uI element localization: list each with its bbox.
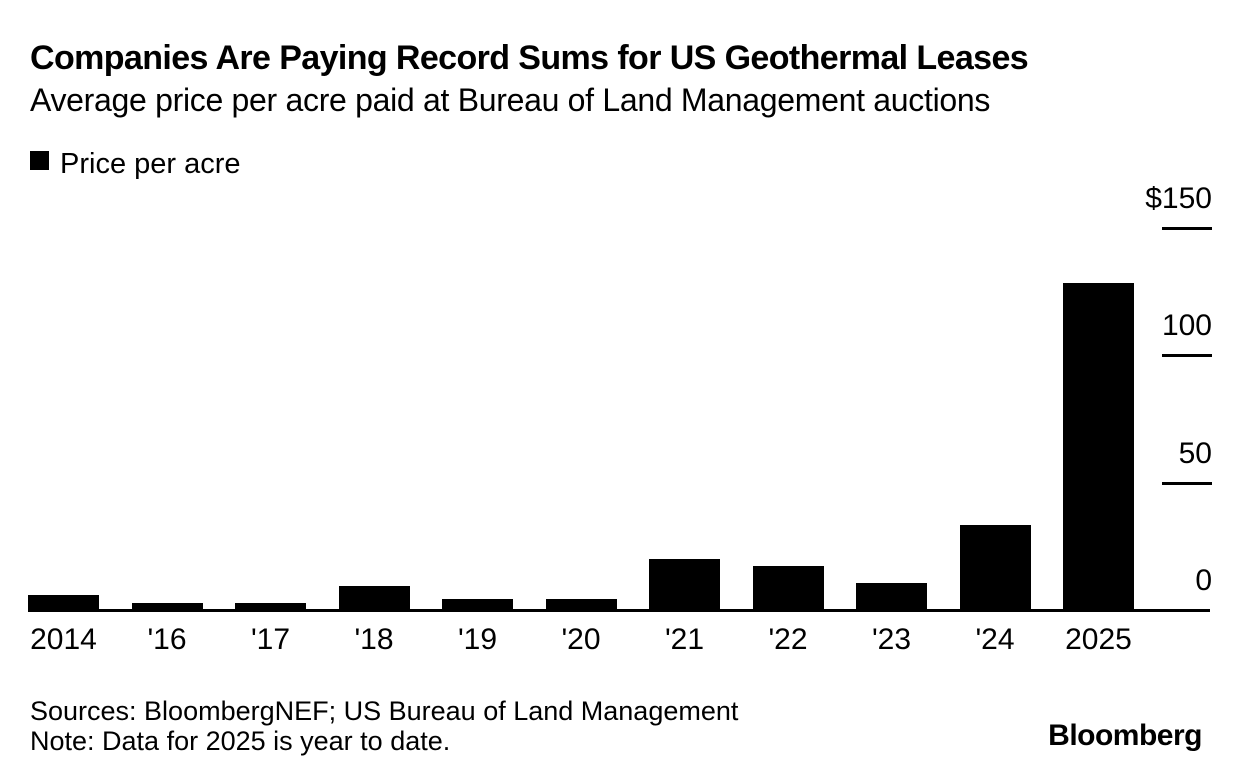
x-label-23: '23 bbox=[871, 623, 912, 656]
bar-19 bbox=[442, 599, 513, 612]
x-label-16: '16 bbox=[147, 623, 187, 656]
y-label-150: $150 bbox=[1145, 182, 1212, 215]
bar-2014 bbox=[28, 595, 99, 612]
bar-20 bbox=[545, 599, 617, 612]
x-label-2014: 2014 bbox=[30, 623, 97, 656]
bar-18 bbox=[338, 586, 410, 612]
x-label-22: '22 bbox=[768, 623, 808, 656]
x-label-20: '20 bbox=[561, 623, 601, 656]
x-label-2025: 2025 bbox=[1065, 623, 1132, 656]
y-label-50: 50 bbox=[1178, 437, 1212, 470]
bar-23 bbox=[856, 583, 927, 612]
x-axis-line bbox=[28, 609, 1210, 612]
data-note: Note: Data for 2025 is year to date. bbox=[30, 726, 451, 756]
bar-24 bbox=[959, 525, 1031, 612]
bar-22 bbox=[752, 566, 824, 612]
legend-label: Price per acre bbox=[60, 148, 241, 180]
sources-note: Sources: BloombergNEF; US Bureau of Land… bbox=[30, 696, 739, 726]
bar-21 bbox=[649, 559, 720, 612]
x-label-21: '21 bbox=[664, 623, 705, 656]
bar-17 bbox=[235, 603, 306, 612]
x-label-18: '18 bbox=[354, 623, 394, 656]
x-label-24: '24 bbox=[975, 623, 1015, 656]
bar-16 bbox=[131, 603, 203, 612]
y-tick-50 bbox=[1162, 482, 1212, 485]
legend-swatch-icon bbox=[30, 151, 49, 170]
x-label-19: '19 bbox=[457, 623, 498, 656]
y-label-100: 100 bbox=[1161, 309, 1212, 342]
bloomberg-logo: Bloomberg bbox=[1048, 719, 1202, 752]
x-label-17: '17 bbox=[250, 623, 291, 656]
bar-2025 bbox=[1063, 283, 1134, 612]
chart-subtitle: Average price per acre paid at Bureau of… bbox=[30, 82, 991, 118]
y-label-0: 0 bbox=[1195, 564, 1212, 597]
y-tick-100 bbox=[1162, 354, 1212, 357]
y-tick-150 bbox=[1162, 227, 1212, 230]
chart-title: Companies Are Paying Record Sums for US … bbox=[30, 39, 1029, 77]
